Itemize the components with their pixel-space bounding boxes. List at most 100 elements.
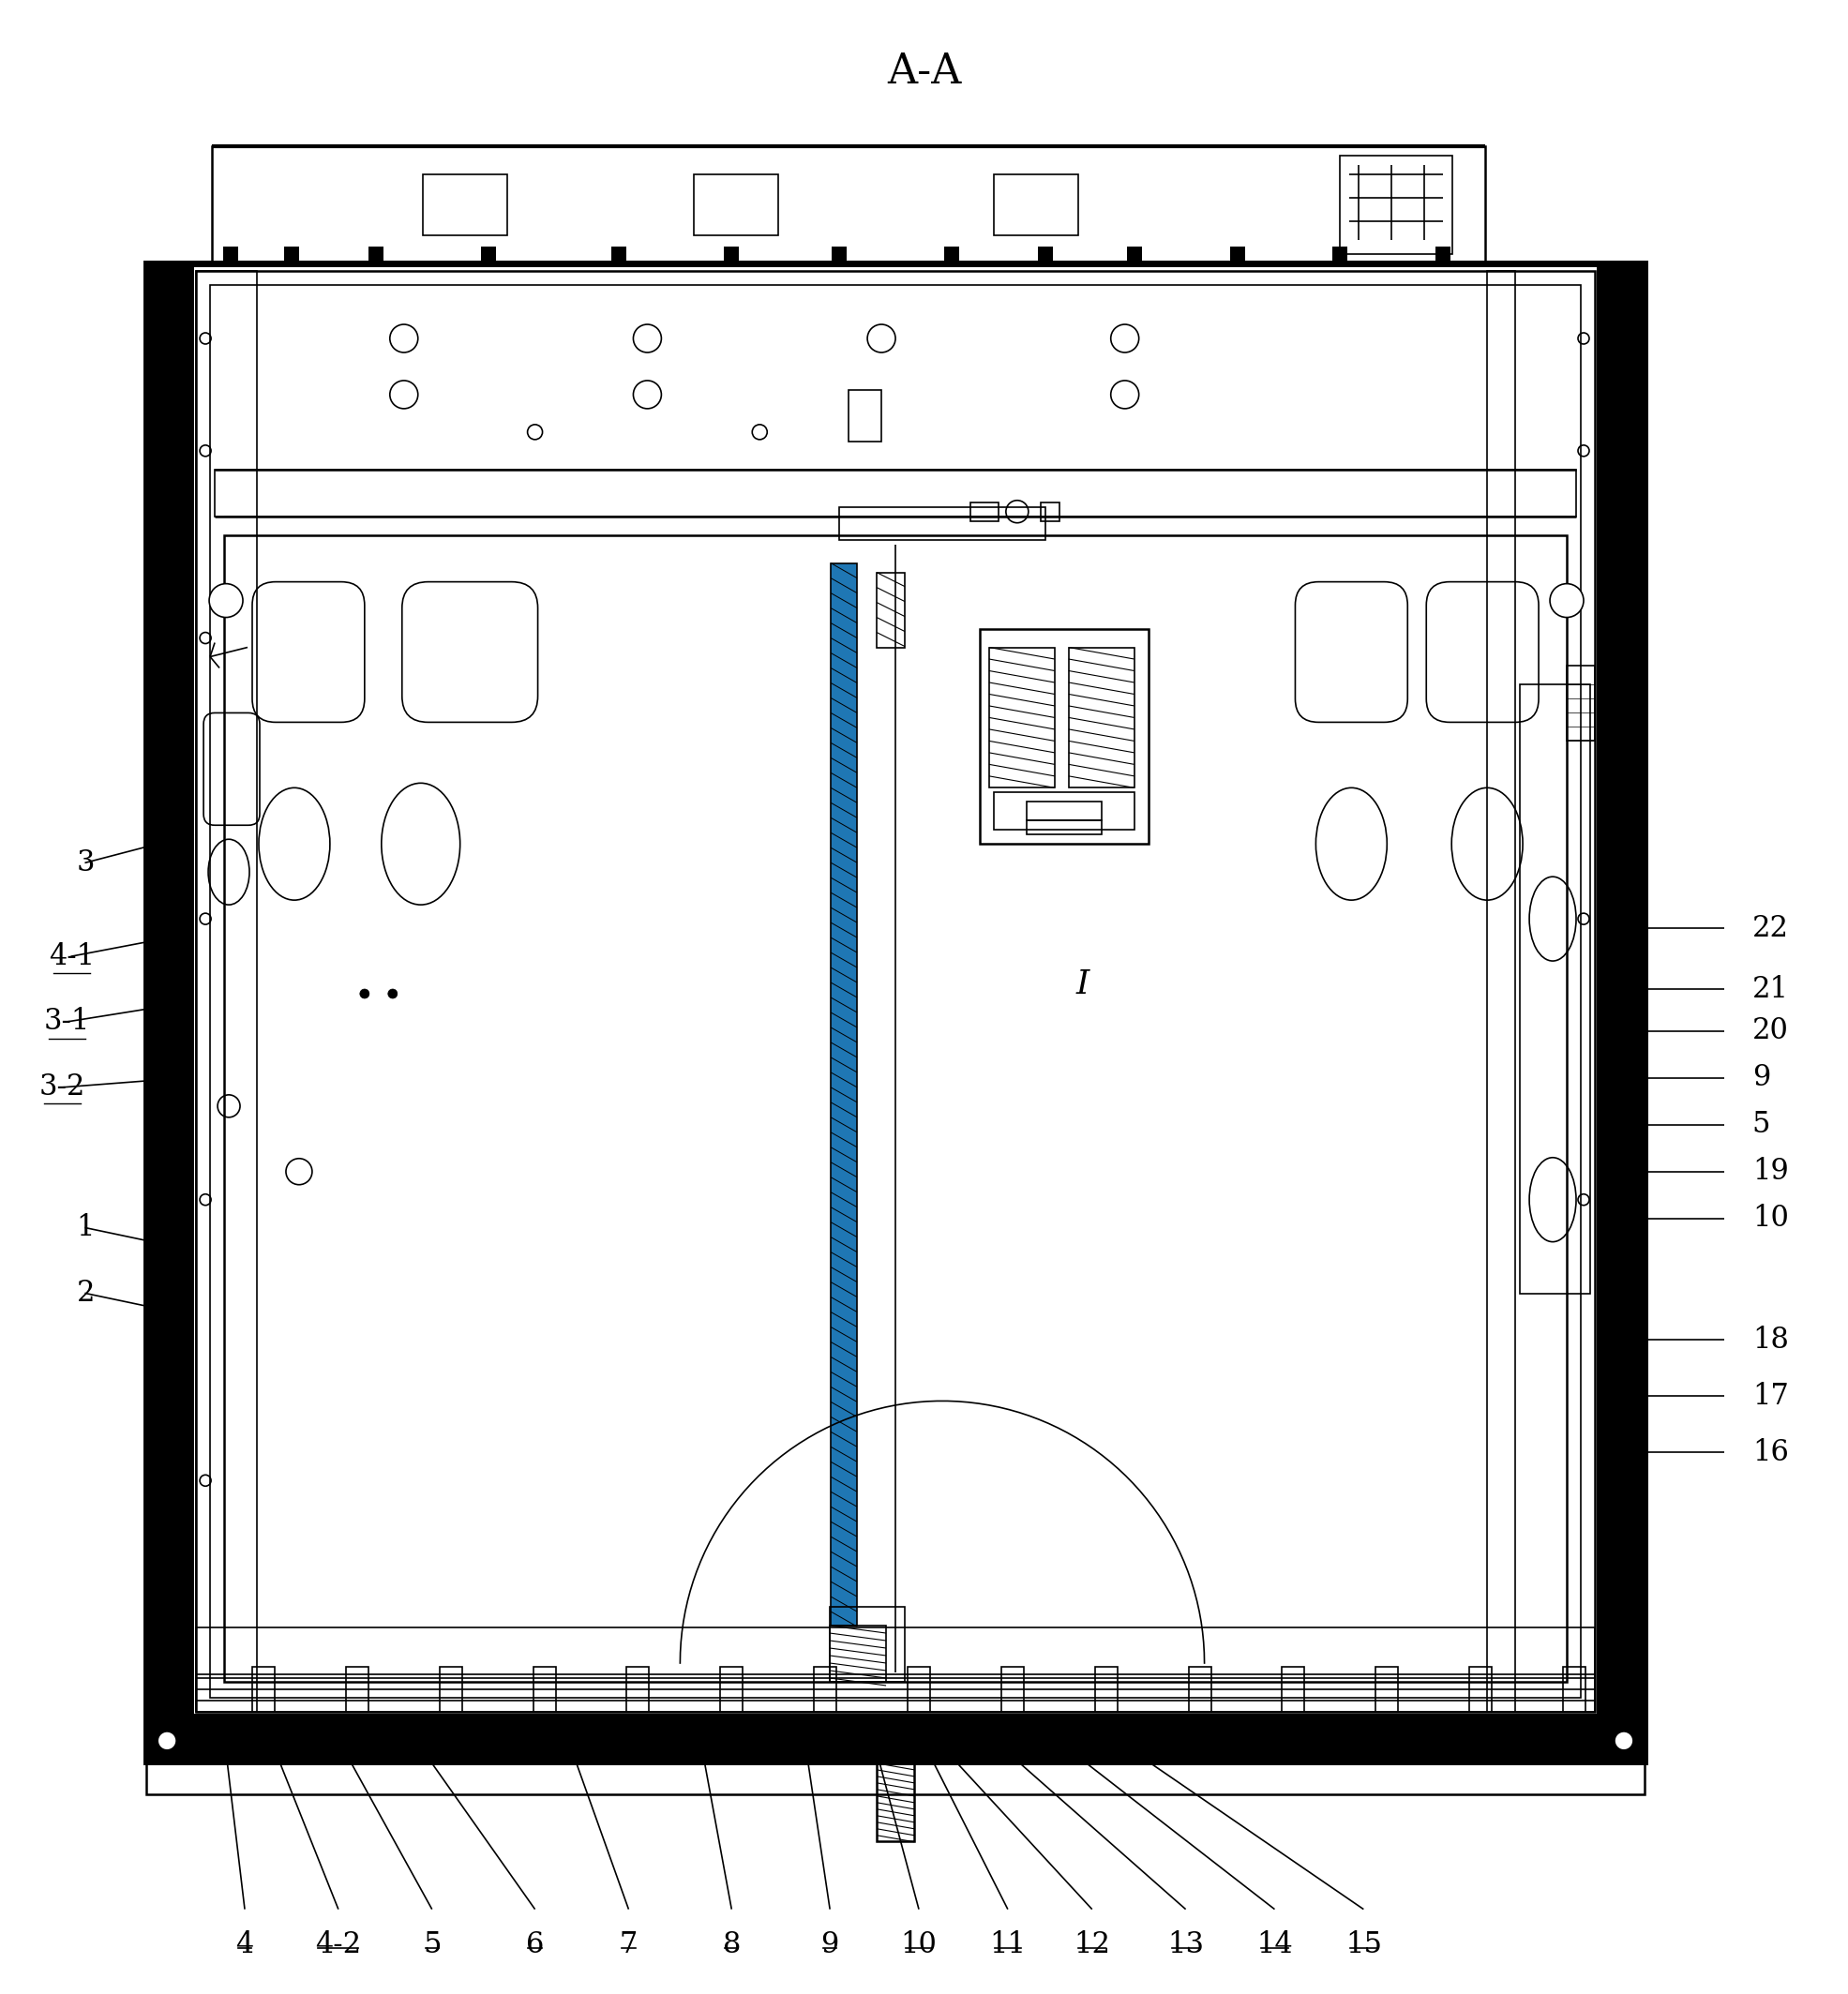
Text: 3-1: 3-1 [44,1007,91,1037]
Bar [832,562,857,1625]
Text: 10: 10 [900,1930,937,1958]
Text: 8: 8 [723,1930,741,1958]
Text: 4: 4 [237,1930,253,1958]
Bar [423,175,506,235]
Bar [1599,263,1645,1761]
Bar [1567,666,1595,742]
Bar [839,506,1046,540]
Bar [970,502,998,520]
Bar [1563,1667,1586,1711]
Bar [146,1715,1645,1761]
Bar [224,247,238,263]
Bar [832,247,846,263]
Bar [146,1761,1645,1795]
Text: 21: 21 [1752,975,1789,1003]
Bar [1436,247,1451,263]
Bar [1188,1667,1210,1711]
Bar [532,1667,556,1711]
Text: 9: 9 [1752,1063,1770,1093]
Circle shape [1615,1731,1634,1751]
Bar [211,285,1580,1697]
Bar [480,247,495,263]
Bar [994,792,1135,830]
Bar [1040,502,1059,520]
Bar [1488,271,1515,1711]
Bar [876,1757,915,1840]
Text: 2: 2 [76,1278,94,1308]
Bar [224,534,1567,1681]
Text: 9: 9 [821,1930,839,1958]
Bar [368,247,383,263]
Text: 6: 6 [527,1930,543,1958]
Text: 22: 22 [1752,913,1789,943]
Bar [196,1627,1595,1711]
Bar [146,1715,1645,1761]
Circle shape [360,989,370,999]
Bar [1469,1667,1491,1711]
Bar [830,1625,885,1681]
Bar [848,391,881,441]
Text: 17: 17 [1752,1382,1789,1412]
Text: 5: 5 [423,1930,442,1958]
Bar [1026,802,1101,822]
Circle shape [1550,584,1584,618]
Text: 7: 7 [619,1930,638,1958]
Bar [1375,1667,1399,1711]
Bar [1599,263,1645,1761]
Bar [1026,822,1101,835]
Bar [944,247,959,263]
Text: 4-1: 4-1 [48,941,94,971]
Text: 15: 15 [1345,1930,1382,1958]
Bar [830,1607,906,1681]
Text: 3-2: 3-2 [39,1073,85,1103]
Text: 18: 18 [1752,1326,1789,1354]
Text: A-A: A-A [887,52,961,92]
Bar [724,247,739,263]
Bar [1283,1667,1305,1711]
Circle shape [157,1731,176,1751]
Text: 14: 14 [1257,1930,1294,1958]
Bar [196,271,257,1711]
Bar [1332,247,1347,263]
Text: 1: 1 [76,1212,94,1242]
Bar [832,562,857,1625]
Text: I: I [1076,969,1088,1001]
Bar [146,263,1645,1761]
Circle shape [209,584,242,618]
Bar [907,1667,930,1711]
Text: 13: 13 [1168,1930,1203,1958]
Text: 5: 5 [1752,1111,1770,1139]
Bar [695,175,778,235]
Bar [1002,1667,1024,1711]
Bar [1340,156,1453,253]
Bar [1039,247,1053,263]
Bar [346,1667,368,1711]
Bar [1519,684,1589,1294]
Text: 4-2: 4-2 [316,1930,362,1958]
Bar [440,1667,462,1711]
Bar [213,146,1486,263]
Bar [285,247,299,263]
Bar [146,263,194,1761]
Text: 12: 12 [1074,1930,1111,1958]
Text: 10: 10 [1752,1204,1789,1232]
Bar [612,247,626,263]
Bar [146,263,194,1761]
Bar [813,1667,837,1711]
Bar [1127,247,1142,263]
Text: 20: 20 [1752,1017,1789,1045]
Text: 16: 16 [1752,1438,1789,1468]
Bar [979,628,1148,843]
Bar [1094,1667,1118,1711]
Text: 11: 11 [989,1930,1026,1958]
Bar [721,1667,743,1711]
Bar [876,572,906,648]
Bar [251,1667,275,1711]
Circle shape [388,989,397,999]
Bar [989,648,1055,788]
Bar [994,175,1077,235]
Bar [1229,247,1246,263]
Text: 19: 19 [1752,1157,1789,1186]
Bar [196,271,1595,1711]
Bar [214,469,1576,516]
